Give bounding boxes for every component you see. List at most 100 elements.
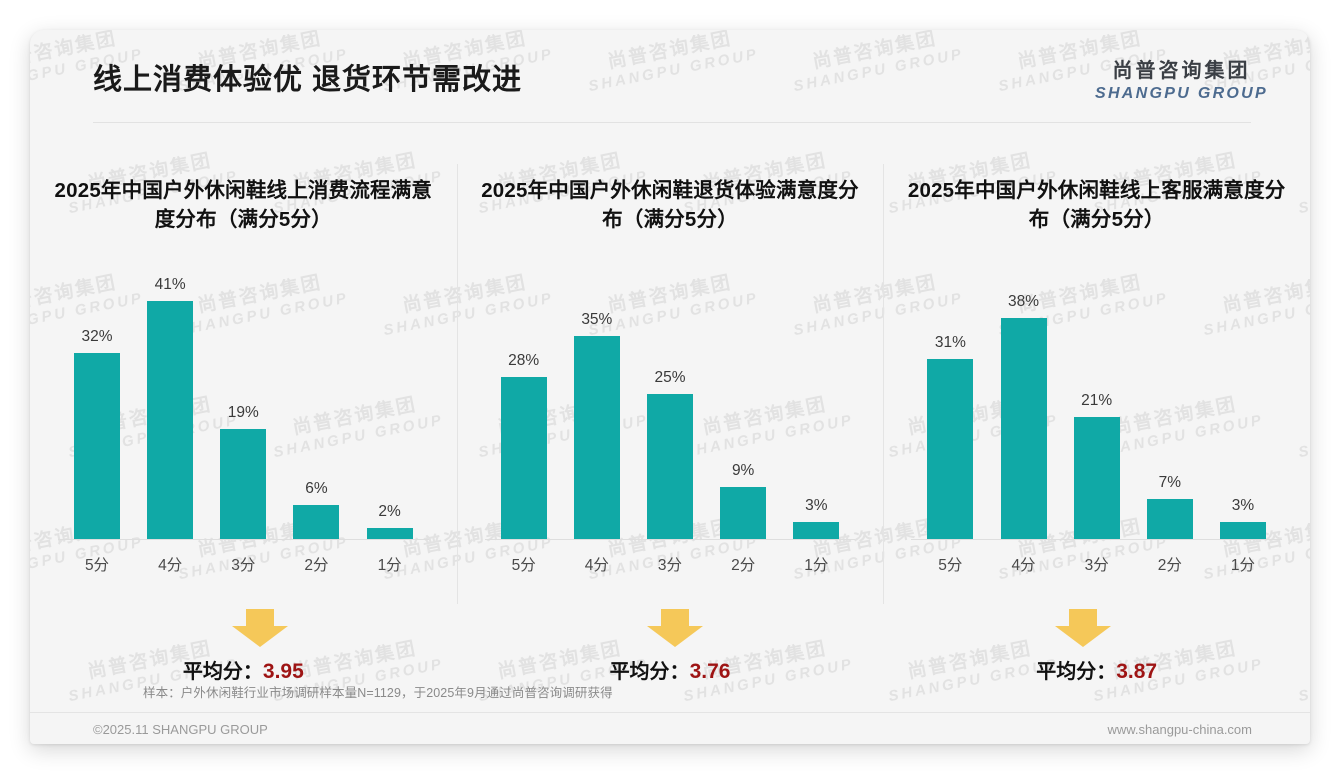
x-axis-line: [58, 539, 429, 541]
bar-slot: 9%: [720, 260, 767, 541]
bar-slot: 25%: [646, 260, 693, 541]
category-label: 1分: [377, 557, 402, 575]
logo-english-text: SHANGPU GROUP: [1094, 85, 1268, 102]
bar[interactable]: [720, 487, 767, 541]
category-label: 4分: [584, 557, 609, 575]
bar-slot: 41%: [147, 260, 194, 541]
plot-area: 31% 38% 21% 7% 3%: [911, 260, 1283, 541]
x-axis-line: [911, 539, 1283, 541]
category-label: 3分: [657, 557, 683, 575]
bar[interactable]: [366, 528, 413, 541]
bar-value-label: 2%: [378, 503, 401, 521]
average-prefix-label: 平均分：: [609, 661, 690, 684]
bar-slot: 19%: [220, 260, 267, 541]
bar-slot: 3%: [793, 260, 840, 541]
category-label: 1分: [804, 557, 829, 575]
slide-header: 线上消费体验优 退货环节需改进 尚普咨询集团 SHANGPU GROUP: [30, 30, 1310, 123]
average-score: 平均分：3.95: [42, 655, 445, 684]
category-label: 1分: [1230, 557, 1256, 575]
bar[interactable]: [1073, 417, 1120, 541]
chart-panel-2: 2025年中国户外休闲鞋退货体验满意度分布（满分5分） 28% 35% 25% 9% 3%…: [456, 140, 884, 683]
category-axis: 5分 4分 3分 2分 1分: [74, 540, 413, 575]
bar-slot: 32%: [74, 260, 120, 541]
category-label: 5分: [938, 557, 963, 575]
bar-slot: 31%: [927, 260, 974, 541]
bar-value-label: 25%: [654, 369, 686, 387]
bar-slot: 28%: [500, 260, 547, 541]
bar-slot: 2%: [366, 260, 413, 541]
bar-slot: 6%: [293, 260, 340, 541]
bar[interactable]: [1000, 318, 1047, 541]
chart-panel-1: 2025年中国户外休闲鞋线上消费流程满意度分布（满分5分） 32% 41% 19% 6%…: [30, 140, 457, 683]
category-label: 2分: [1157, 557, 1182, 575]
average-prefix-label: 平均分：: [1036, 661, 1117, 684]
bar-slot: 38%: [1000, 260, 1047, 541]
bar-value-label: 28%: [508, 352, 540, 370]
category-label: 3分: [1084, 557, 1109, 575]
bar-group: 32% 41% 19% 6% 2%: [74, 260, 413, 541]
bar-group: 31% 38% 21% 7% 3%: [927, 260, 1266, 541]
website-url[interactable]: www.shangpu-china.com: [1107, 722, 1252, 737]
panel-divider: [883, 164, 885, 604]
average-block: 平均分：3.95: [42, 609, 445, 701]
bar-value-label: 3%: [1231, 497, 1255, 515]
bar[interactable]: [500, 377, 547, 541]
chart-title: 2025年中国户外休闲鞋线上客服满意度分布（满分5分）: [907, 179, 1286, 232]
slide: 尚普咨询集团 SHANGPU GROUP 尚普咨询集团 SHANGPU GROUP 尚普…: [30, 30, 1310, 744]
panel-divider: [456, 164, 458, 604]
header-divider: [93, 122, 1251, 123]
average-value: 3.87: [1116, 660, 1158, 684]
average-block: 平均分：3.87: [895, 609, 1298, 701]
average-block: 平均分：3.76: [469, 609, 872, 701]
category-label: 4分: [158, 557, 183, 575]
bar-slot: 21%: [1073, 260, 1120, 541]
category-axis: 5分 4分 3分 2分 1分: [501, 540, 840, 575]
chart-title: 2025年中国户外休闲鞋线上消费流程满意度分布（满分5分）: [54, 179, 433, 232]
average-value: 3.95: [262, 660, 304, 684]
bar[interactable]: [646, 394, 693, 541]
average-prefix-label: 平均分：: [182, 661, 263, 684]
bar-value-label: 9%: [731, 462, 755, 480]
category-axis: 5分 4分 3分 2分 1分: [927, 540, 1266, 575]
plot-area: 28% 35% 25% 9% 3%: [484, 260, 856, 541]
chart-panel-3: 2025年中国户外休闲鞋线上客服满意度分布（满分5分） 31% 38% 21% 7% 3%…: [883, 140, 1310, 683]
charts-row: 2025年中国户外休闲鞋线上消费流程满意度分布（满分5分） 32% 41% 19% 6%…: [30, 140, 1310, 683]
category-label: 5分: [511, 557, 536, 575]
sample-note: 样本：户外休闲鞋行业市场调研样本量N=1129，于2025年9月通过尚普咨询调研…: [143, 686, 613, 700]
bar[interactable]: [1146, 499, 1193, 541]
bar-value-label: 21%: [1081, 392, 1113, 410]
bar[interactable]: [927, 359, 974, 541]
page-title: 线上消费体验优 退货环节需改进: [93, 64, 523, 96]
bar-value-label: 7%: [1158, 474, 1182, 492]
category-label: 2分: [304, 557, 329, 575]
brand-logo: 尚普咨询集团 SHANGPU GROUP: [1095, 60, 1268, 103]
bar[interactable]: [793, 522, 840, 541]
bar[interactable]: [74, 353, 120, 541]
bar-value-label: 3%: [805, 497, 828, 515]
bar[interactable]: [293, 505, 340, 541]
bar[interactable]: [147, 301, 194, 541]
bar-slot: 3%: [1219, 260, 1266, 541]
bar-value-label: 6%: [305, 480, 328, 498]
average-score: 平均分：3.87: [895, 655, 1298, 684]
bar[interactable]: [220, 429, 267, 541]
logo-chinese-text: 尚普咨询集团: [1112, 60, 1251, 82]
bar[interactable]: [1219, 522, 1266, 541]
footer-divider: [30, 712, 1310, 713]
bar-value-label: 41%: [154, 276, 186, 294]
bar-value-label: 32%: [81, 328, 113, 346]
chart-title: 2025年中国户外休闲鞋退货体验满意度分布（满分5分）: [481, 179, 859, 232]
bar-value-label: 38%: [1007, 293, 1040, 311]
category-label: 5分: [84, 557, 110, 575]
bar-slot: 35%: [573, 260, 620, 541]
category-label: 2分: [731, 557, 756, 575]
bar-value-label: 19%: [227, 404, 259, 422]
plot-area: 32% 41% 19% 6% 2%: [58, 260, 429, 541]
category-label: 4分: [1011, 557, 1036, 575]
x-axis-line: [484, 539, 856, 541]
bar-group: 28% 35% 25% 9% 3%: [500, 260, 840, 541]
bar-value-label: 31%: [934, 334, 966, 352]
bar[interactable]: [573, 336, 620, 541]
category-label: 3分: [231, 557, 256, 575]
average-value: 3.76: [689, 660, 731, 684]
